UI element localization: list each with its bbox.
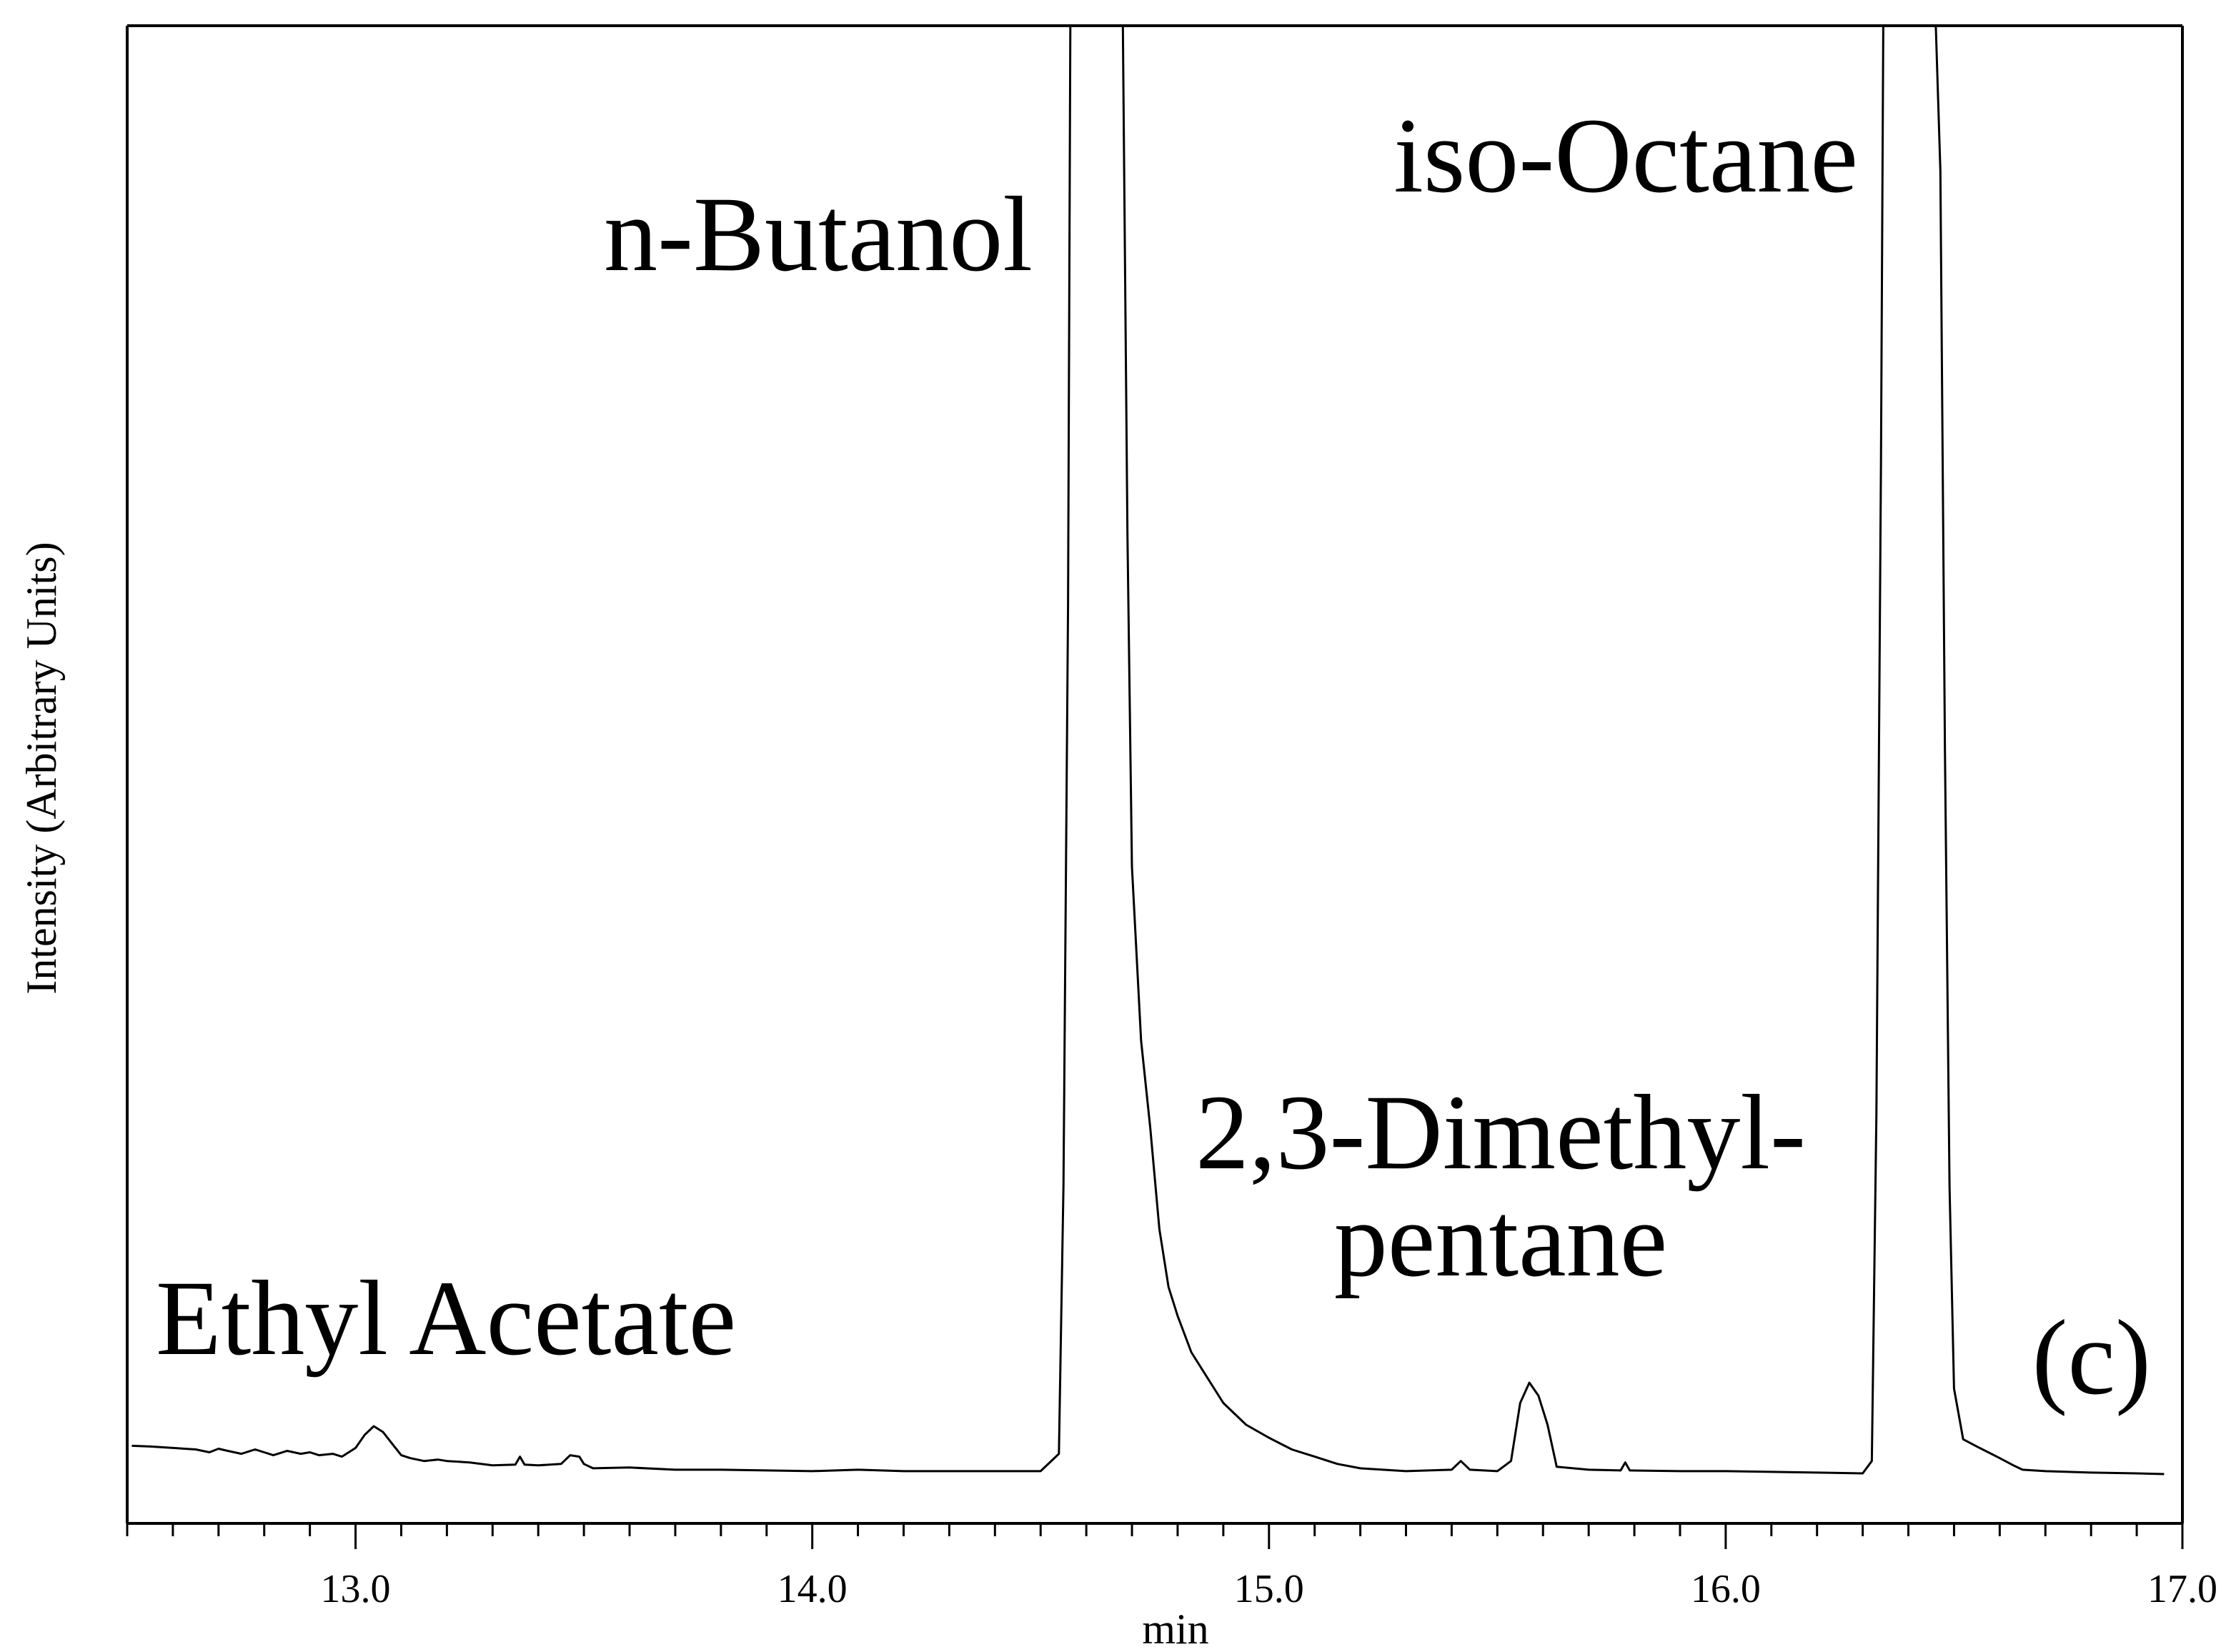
peak-label: iso-Octane	[1393, 96, 1858, 215]
peak-label: pentane	[1334, 1180, 1667, 1299]
x-tick-label: 14.0	[777, 1567, 848, 1611]
x-tick-label: 17.0	[2147, 1567, 2217, 1611]
peak-labels: Ethyl Acetate n-Butanol 2,3-Dimethyl-penta…	[156, 96, 1858, 1378]
x-axis-tick-labels: 13.0 14.0 15.0 16.0 17.0	[321, 1567, 2217, 1611]
peak-label: Ethyl Acetate	[156, 1259, 736, 1378]
y-axis-label: Intensity (Arbitrary Units)	[18, 542, 65, 994]
peak-label: 2,3-Dimethyl-	[1196, 1073, 1806, 1192]
x-axis-ticks	[126, 1523, 2184, 1549]
x-tick-label: 16.0	[1691, 1567, 1761, 1611]
plot-frame	[126, 24, 2184, 1525]
x-axis-label: min	[1142, 1606, 1208, 1652]
chromatogram-trace	[131, 24, 2165, 1476]
x-tick-label: 13.0	[321, 1567, 391, 1611]
peak-label: n-Butanol	[604, 175, 1033, 294]
panel-label: (c)	[2032, 1298, 2151, 1417]
x-tick-label: 15.0	[1234, 1567, 1304, 1611]
